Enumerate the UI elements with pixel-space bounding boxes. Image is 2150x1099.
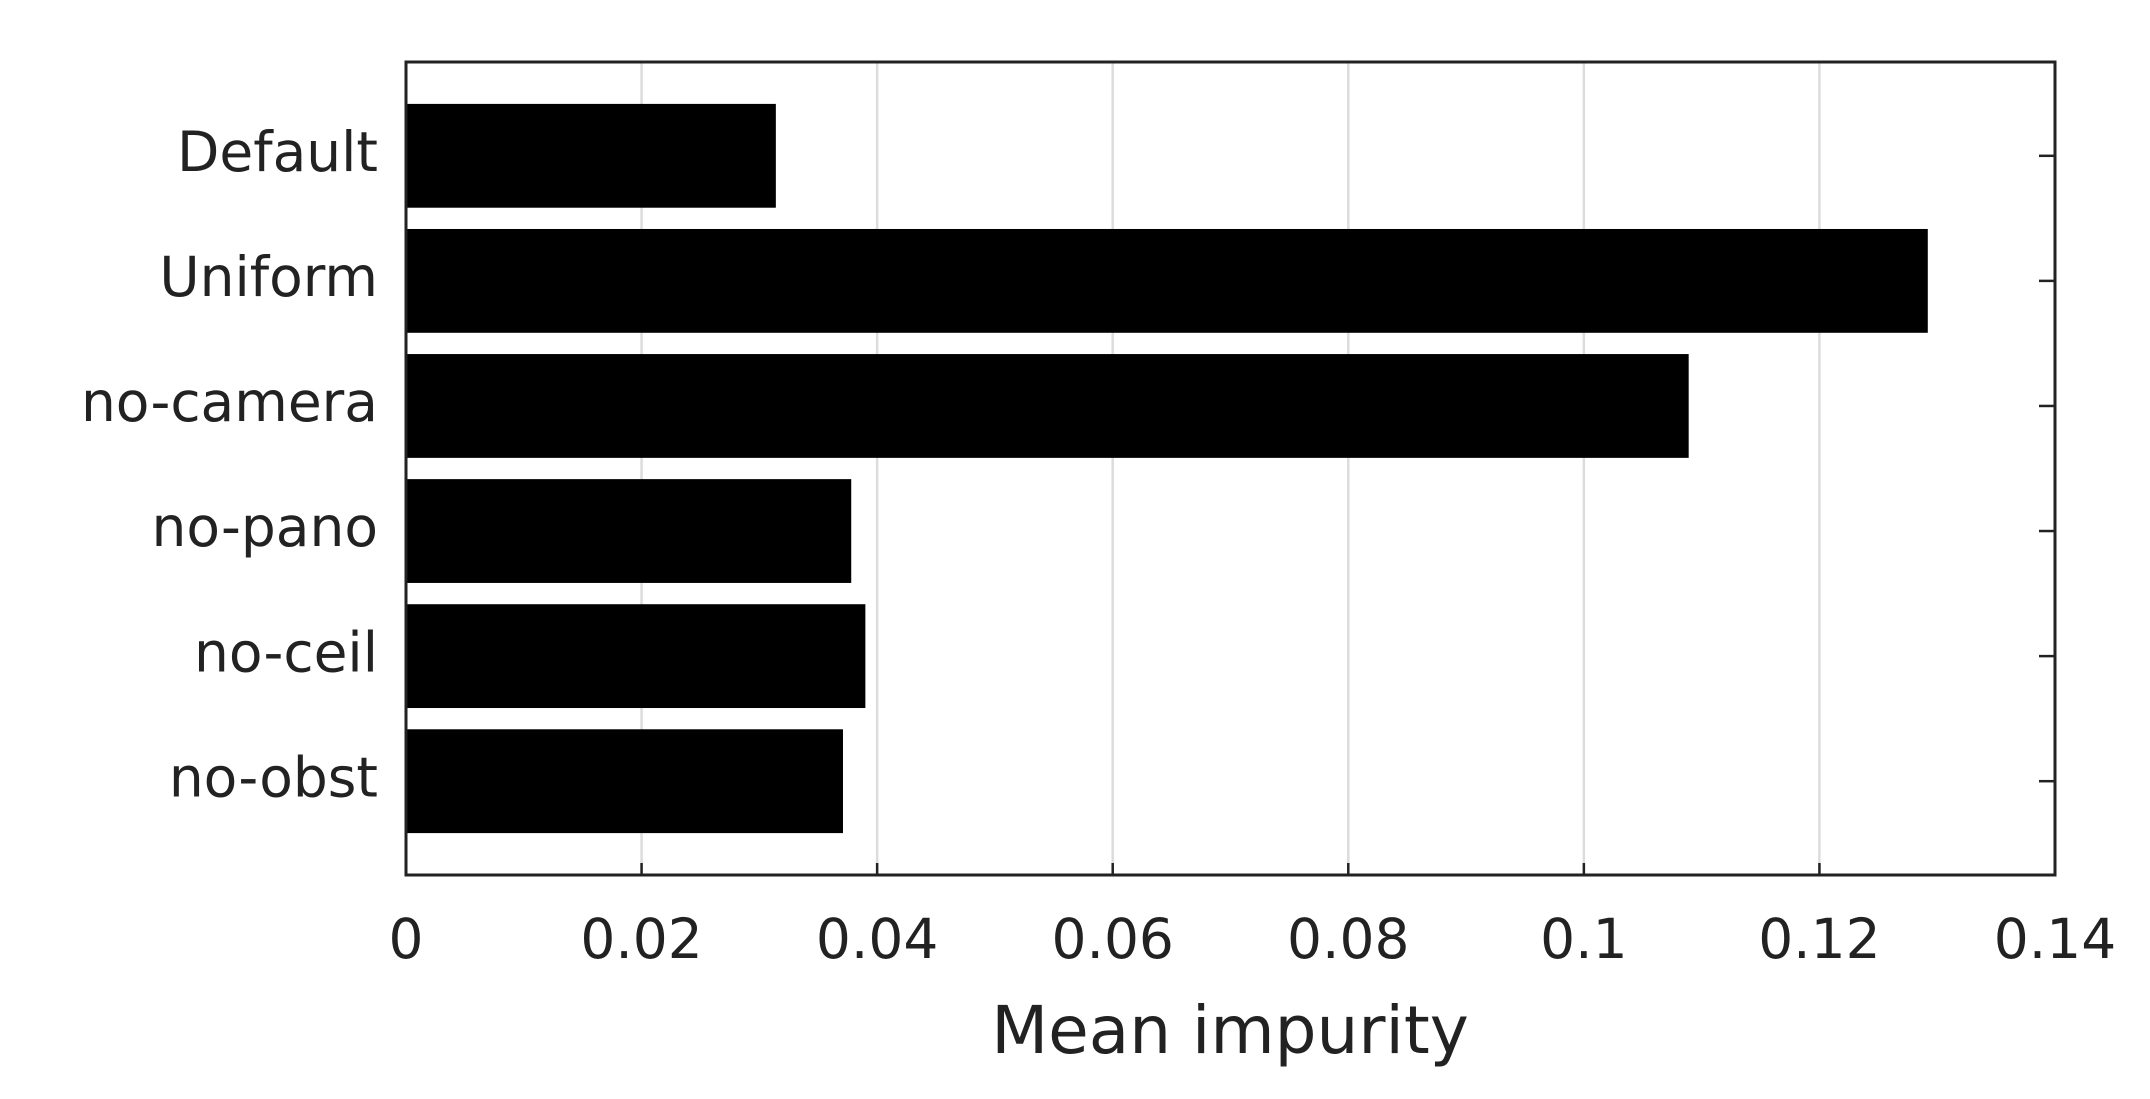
bar — [406, 604, 866, 709]
y-tick-label: Default — [177, 120, 378, 184]
x-tick-label: 0.08 — [1287, 907, 1409, 971]
bar — [406, 729, 843, 834]
bar — [406, 103, 776, 208]
y-tick-label: Uniform — [159, 245, 378, 309]
plot-frame — [404, 60, 2057, 877]
y-tick-label: no-pano — [152, 495, 379, 559]
x-tick-label: 0.1 — [1540, 907, 1627, 971]
x-axis-label: Mean impurity — [991, 992, 1469, 1069]
x-tick-label: 0.14 — [1994, 907, 2116, 971]
bar — [406, 354, 1689, 458]
y-tick-label: no-obst — [169, 745, 378, 809]
y-tick-label: no-ceil — [194, 620, 378, 684]
x-tick-label: 0.04 — [816, 907, 938, 971]
bar — [406, 228, 1928, 333]
x-tick-label: 0 — [389, 907, 424, 971]
x-tick-label: 0.12 — [1758, 907, 1880, 971]
x-tick-label: 0.06 — [1051, 907, 1173, 971]
y-tick-label: no-camera — [81, 370, 378, 434]
bar — [406, 479, 852, 583]
x-tick-label: 0.02 — [580, 907, 702, 971]
